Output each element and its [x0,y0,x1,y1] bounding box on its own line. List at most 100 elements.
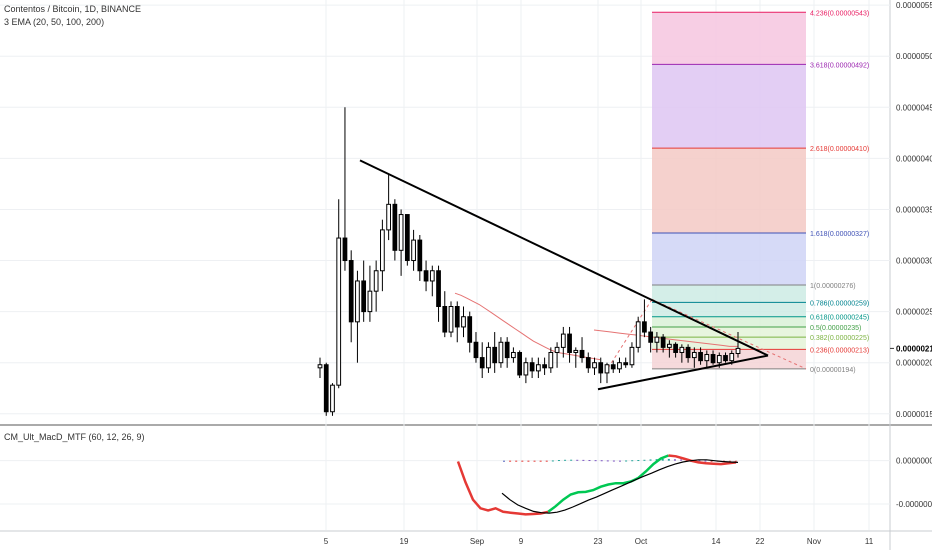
macd-histogram-bar [606,460,609,462]
candle-body [679,346,685,353]
ema-legend[interactable]: 3 EMA (20, 50, 100, 200) [4,17,105,27]
macd-histogram-bar [619,460,621,462]
macd-pane: 0.00000000 -0.00000010 [0,454,932,516]
candle-body [710,354,716,364]
time-tick-label: 9 [519,537,524,546]
candle-body [323,364,329,413]
time-tick-label: 5 [324,537,329,546]
macd-histogram-bar [661,458,664,461]
fib-level-label: 0.618(0.00000245) [810,315,869,322]
candle-body [729,353,735,362]
fib-zone [652,316,806,327]
macd-histogram-bar [612,460,615,462]
macd-histogram-bar [600,460,603,462]
candle-body [704,354,710,362]
candle-body [585,357,591,369]
fib-zone [652,285,806,303]
fib-zone [652,232,806,286]
fib-level-label: 0.382(0.00000225) [810,335,869,342]
macd-legend[interactable]: CM_Ult_MacD_MTF (60, 12, 26, 9) [4,432,145,442]
candle-body [367,290,373,313]
candle-body [417,239,423,272]
macd-histogram-bar [527,460,530,462]
candle-body [716,355,722,364]
macd-histogram-bar [588,460,591,462]
candle-body [542,364,547,369]
macd-histogram-bar [564,459,567,461]
macd-histogram-bar [704,460,707,462]
fibonacci-extension[interactable]: 4.236(0.00000543) 3.618(0.00000492) 2.618(… [604,10,869,374]
trendlines[interactable] [359,159,769,391]
fib-level-label: 1.618(0.00000327) [810,231,869,238]
candle-body [517,351,523,376]
time-tick-label: Sep [470,537,485,546]
fib-zone [652,148,806,233]
candle-body [610,364,616,370]
time-tick-label: 11 [865,537,874,546]
macd-histogram-bar [539,460,542,462]
macd-line-red-late [668,454,737,466]
time-tick-label: 23 [594,537,603,546]
fib-zone [652,337,806,350]
candle-body [529,362,535,372]
candle-body [629,346,635,366]
candle-body [573,349,579,353]
macd-histogram-bar [625,460,628,462]
ascending-trendline [597,354,769,391]
candle-body [330,384,335,413]
macd-line-green [547,454,669,513]
candle-body [598,362,604,374]
candle-body [361,280,367,313]
candle-body [579,349,585,359]
candle-body [336,237,342,386]
macd-histogram-bar [631,460,634,462]
macd-histogram-bar [673,459,676,461]
time-tick-label: 19 [400,537,409,546]
candle-body [436,270,441,308]
macd-histogram-bar [515,460,518,462]
candle-body [454,306,460,328]
macd-histogram-bar [637,460,640,462]
candle-body [404,214,410,262]
fib-level-label: 0(0.00000194) [810,367,856,374]
candle-body [473,341,479,359]
symbol-legend[interactable]: Contentos / Bitcoin, 1D, BINANCE [4,4,142,14]
candle-body [486,346,491,369]
candle-body [548,351,554,369]
macd-histogram-bar [728,460,731,462]
macd-histogram-bar [521,460,524,462]
fib-level-label: 3.618(0.00000492) [810,62,869,69]
candle-body [442,306,448,333]
candle-body [554,346,560,353]
macd-histogram-bar [503,460,505,462]
last-price-label: 0.00000214 [896,344,932,353]
candle-body [411,239,416,262]
time-axis[interactable]: 5 19 Sep 9 23 Oct 14 22 Nov 11 [324,537,874,546]
macd-tick-label: 0.00000000 [896,457,932,466]
candle-body [429,270,435,282]
macd-histogram-bar [594,460,597,462]
candle-body [567,333,572,353]
candle-body [317,364,323,369]
time-tick-label: Nov [807,537,821,546]
fib-zone [652,12,806,65]
candle-body [479,357,485,369]
fib-level-label: 1(0.00000276) [810,283,856,290]
macd-histogram-bar [576,459,579,461]
macd-histogram-bar [680,459,683,461]
candle-body [667,343,672,348]
candle-body [592,362,597,369]
candle-body [386,203,391,231]
candle-body [635,321,641,348]
candle-body [604,364,610,374]
